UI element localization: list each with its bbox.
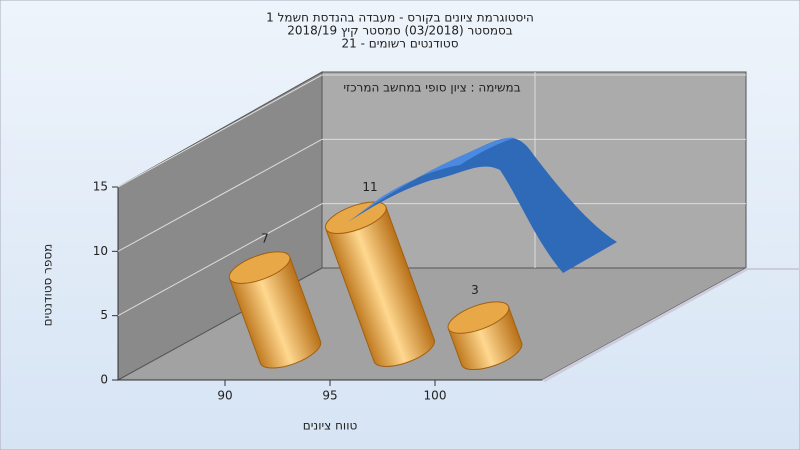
title: היסטוגרמת ציונים בקורס - מעבדה בהנדסת חש…	[266, 11, 534, 25]
grid-line	[117, 138, 323, 252]
x-tick-label: 90	[217, 389, 232, 403]
grid-line	[117, 203, 323, 317]
data-label: 7	[261, 231, 269, 245]
data-label: 11	[362, 180, 377, 194]
y-tick-label: 0	[100, 373, 108, 387]
y-tick-label: 10	[93, 244, 108, 258]
bar	[228, 256, 322, 369]
bar-top	[324, 201, 387, 234]
x-axis-label: טווח ציונים	[303, 419, 358, 433]
bar	[325, 206, 436, 367]
y-tick-label: 15	[93, 180, 108, 194]
distribution-curve	[348, 137, 617, 273]
y-tick-label: 5	[100, 308, 108, 322]
y-axis-label: מספר סטודנטים	[41, 244, 55, 327]
bar-top	[447, 301, 510, 334]
title: בסמסטר (03/2018) סמסטר קיץ 2018/19	[287, 24, 513, 38]
plot: 0 5 10 15 90 7 95 11 100 3	[93, 74, 746, 403]
subtitle: במשימה : ציון סופי במחשב המרכזי	[343, 81, 520, 95]
bar-top	[228, 251, 291, 284]
data-label: 3	[471, 283, 479, 297]
x-tick-label: 95	[322, 389, 337, 403]
x-tick-label: 100	[424, 389, 447, 403]
title: סטודנטים רשומים - 21	[341, 37, 458, 51]
grid-line	[117, 74, 323, 188]
